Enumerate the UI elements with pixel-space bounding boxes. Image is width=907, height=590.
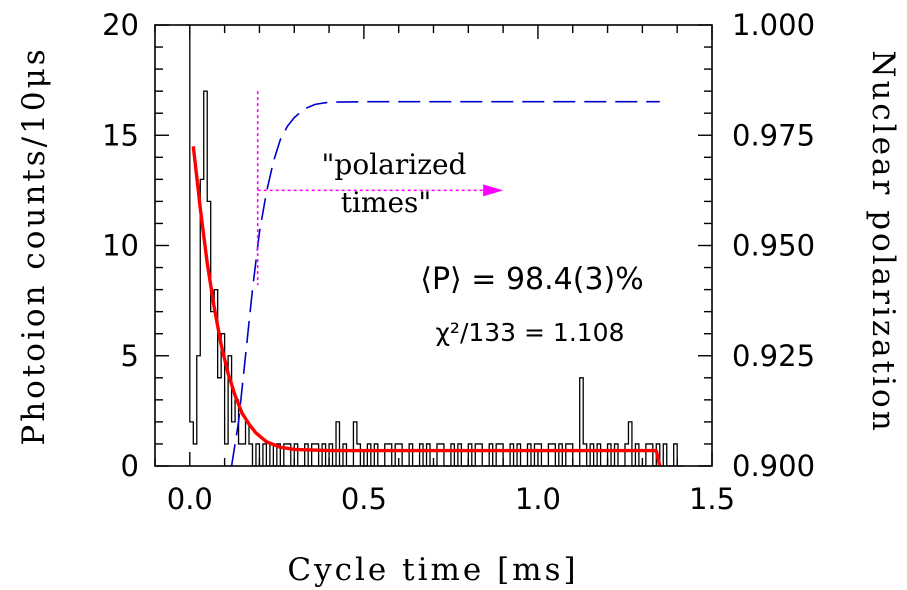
x-tick-label: 1.5 [689,482,735,516]
fit-curve [191,146,662,467]
y2-tick-label: 0.975 [732,118,815,152]
axis-ticks [154,24,713,467]
histogram-series [186,24,685,467]
polarized-times-label-line2: times" [341,186,432,219]
y2-axis-title: Nuclear polarization [865,50,901,433]
x-tick-label: 0.5 [341,482,387,516]
y-tick-label: 15 [102,118,139,152]
y-axis-title: Photoion counts/10μs [16,46,52,445]
mean-polarization-label: ⟨P⟩ = 98.4(3)% [420,262,644,297]
tick-labels: 0.0 0.5 1.0 1.5 0 5 10 15 20 0.900 0.925 0.950 0.975… [102,8,815,516]
y2-tick-label: 0.925 [732,339,815,373]
x-tick-label: 0.0 [167,482,213,516]
plot-marks [186,24,685,467]
y2-tick-label: 1.000 [732,8,815,42]
y-tick-label: 20 [102,8,139,42]
x-tick-label: 1.0 [515,482,561,516]
polarization-curve [230,100,660,467]
arrow-head [483,184,504,197]
polarized-times-label-line1: "polarized [322,148,467,181]
y-tick-label: 10 [102,229,139,263]
x-axis-title: Cycle time [ms] [287,552,578,588]
y2-tick-label: 0.950 [732,229,815,263]
plot-frame [154,24,713,467]
y2-tick-label: 0.900 [732,449,815,483]
chi-squared-label: χ²/133 = 1.108 [435,318,624,347]
y-tick-label: 0 [121,449,139,483]
y-tick-label: 5 [121,339,139,373]
